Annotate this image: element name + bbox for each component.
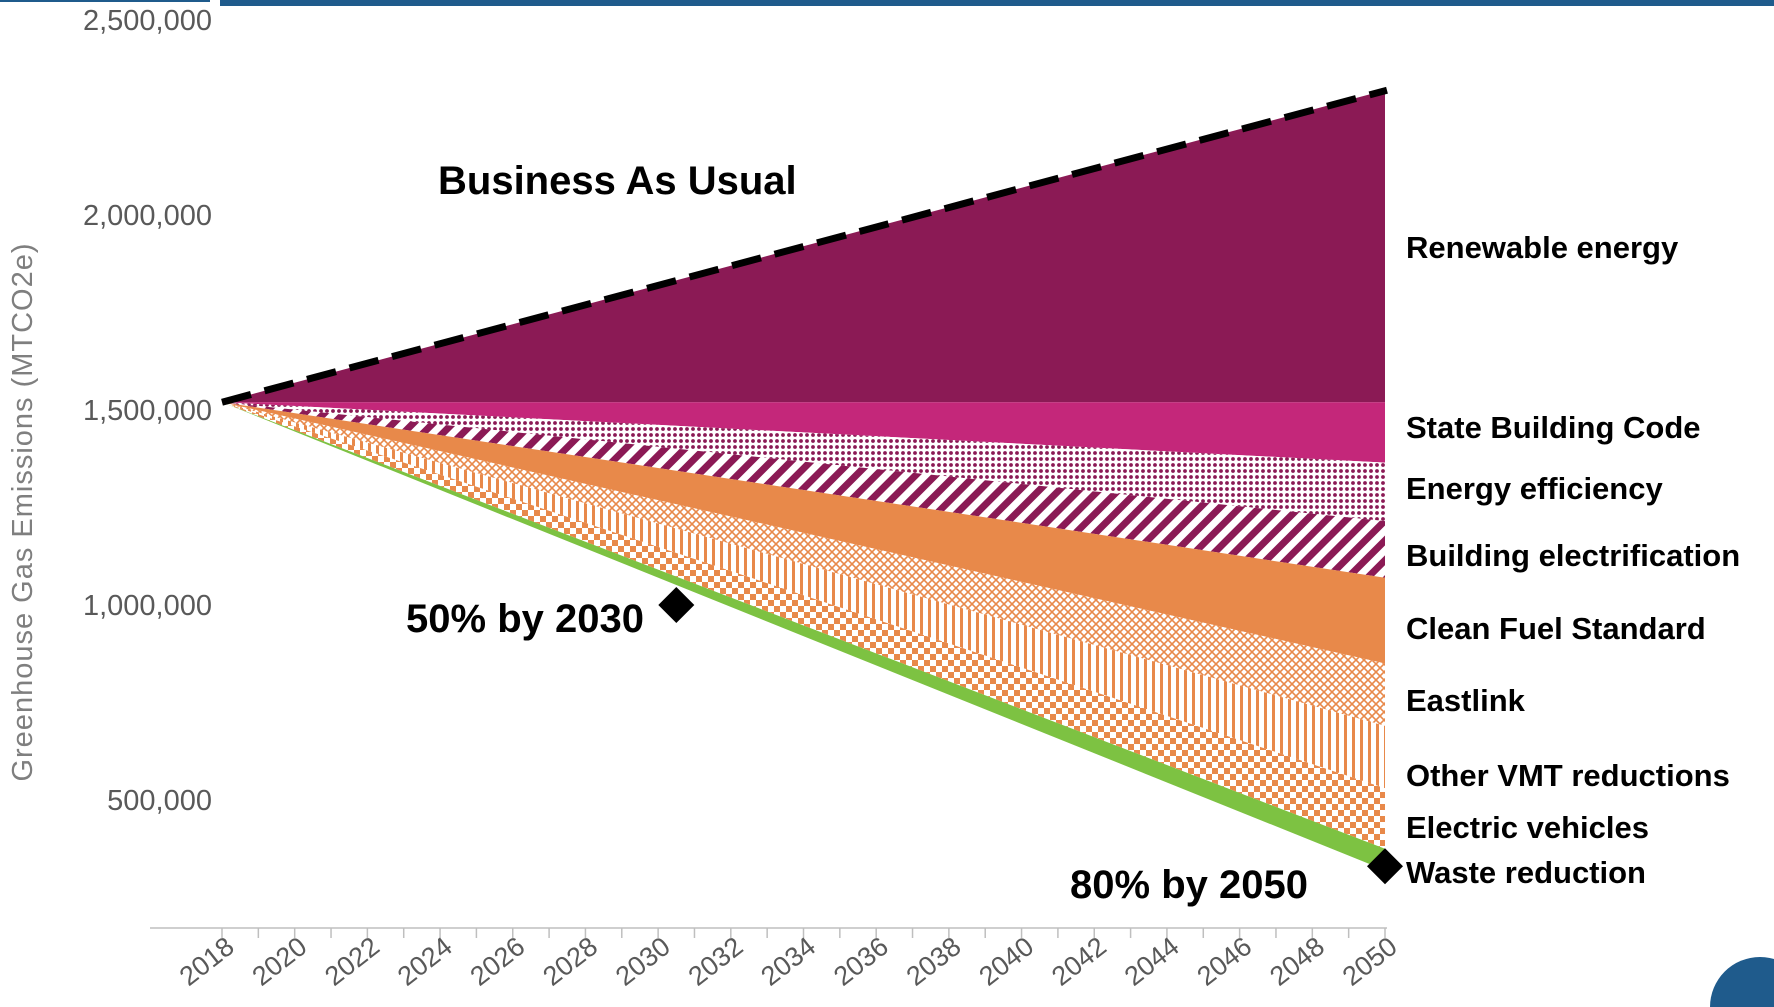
y-tick-label: 2,000,000 [83, 200, 212, 232]
legend-renewable-energy: Renewable energy [1406, 230, 1679, 265]
corner-badge [1710, 957, 1774, 1007]
x-tick-label: 2040 [973, 931, 1039, 992]
y-axis: 500,000 1,000,000 1,500,000 2,000,000 2,500,… [83, 5, 212, 817]
business-as-usual-group: Business As Usual [221, 86, 1388, 406]
target-label: 50% by 2030 [406, 597, 644, 641]
x-tick-label: 2026 [465, 931, 531, 992]
x-tick-label: 2044 [1119, 931, 1185, 992]
x-tick-label: 2050 [1337, 931, 1403, 992]
area-eastlink [222, 402, 1385, 726]
header-band [220, 0, 1774, 6]
legend: Renewable energy State Building Code Energ… [1406, 230, 1740, 890]
series-areas [222, 90, 1385, 871]
x-tick-label: 2018 [174, 931, 240, 992]
header-band-left [0, 0, 210, 2]
legend-energy-efficiency: Energy efficiency [1406, 471, 1663, 506]
x-tick-label: 2028 [537, 931, 603, 992]
x-tick-label: 2022 [319, 931, 385, 992]
legend-building-electrification: Building electrification [1406, 538, 1740, 573]
y-tick-label: 1,000,000 [83, 590, 212, 622]
area-waste-reduction [222, 402, 1385, 871]
target-label: 80% by 2050 [1070, 863, 1308, 907]
x-tick-label: 2048 [1264, 931, 1330, 992]
legend-waste-reduction: Waste reduction [1406, 855, 1646, 890]
x-axis: 2018 2020 2022 2024 2026 2028 2030 2032 2034 2036… [150, 927, 1403, 992]
legend-electric-vehicles: Electric vehicles [1406, 810, 1649, 845]
x-tick-label: 2038 [901, 931, 967, 992]
legend-state-building-code: State Building Code [1406, 410, 1701, 445]
y-tick-label: 2,500,000 [83, 5, 212, 37]
legend-clean-fuel-standard: Clean Fuel Standard [1406, 611, 1706, 646]
business-as-usual-line [221, 86, 1388, 406]
x-tick-label: 2034 [755, 931, 821, 992]
area-clean-fuel-standard [222, 402, 1385, 664]
x-tick-label: 2032 [683, 931, 749, 992]
annotations: 50% by 2030 80% by 2050 [406, 587, 1403, 907]
y-tick-label: 500,000 [107, 785, 212, 817]
target-marker [1367, 848, 1403, 885]
x-tick-label: 2036 [828, 931, 894, 992]
x-tick-label: 2042 [1046, 931, 1112, 992]
y-axis-title: Greenhouse Gas Emissions (MTCO2e) [7, 242, 39, 781]
legend-other-vmt-reductions: Other VMT reductions [1406, 758, 1730, 793]
x-tick-label: 2046 [1192, 931, 1258, 992]
x-tick-label: 2030 [610, 931, 676, 992]
area-renewable-energy [222, 90, 1385, 403]
legend-eastlink: Eastlink [1406, 683, 1526, 718]
area-state-building-code [222, 402, 1385, 463]
target-marker [658, 587, 695, 623]
x-tick-label: 2020 [247, 931, 313, 992]
y-tick-label: 1,500,000 [83, 395, 212, 427]
x-tick-label: 2024 [392, 931, 458, 992]
business-as-usual-label: Business As Usual [438, 159, 797, 203]
